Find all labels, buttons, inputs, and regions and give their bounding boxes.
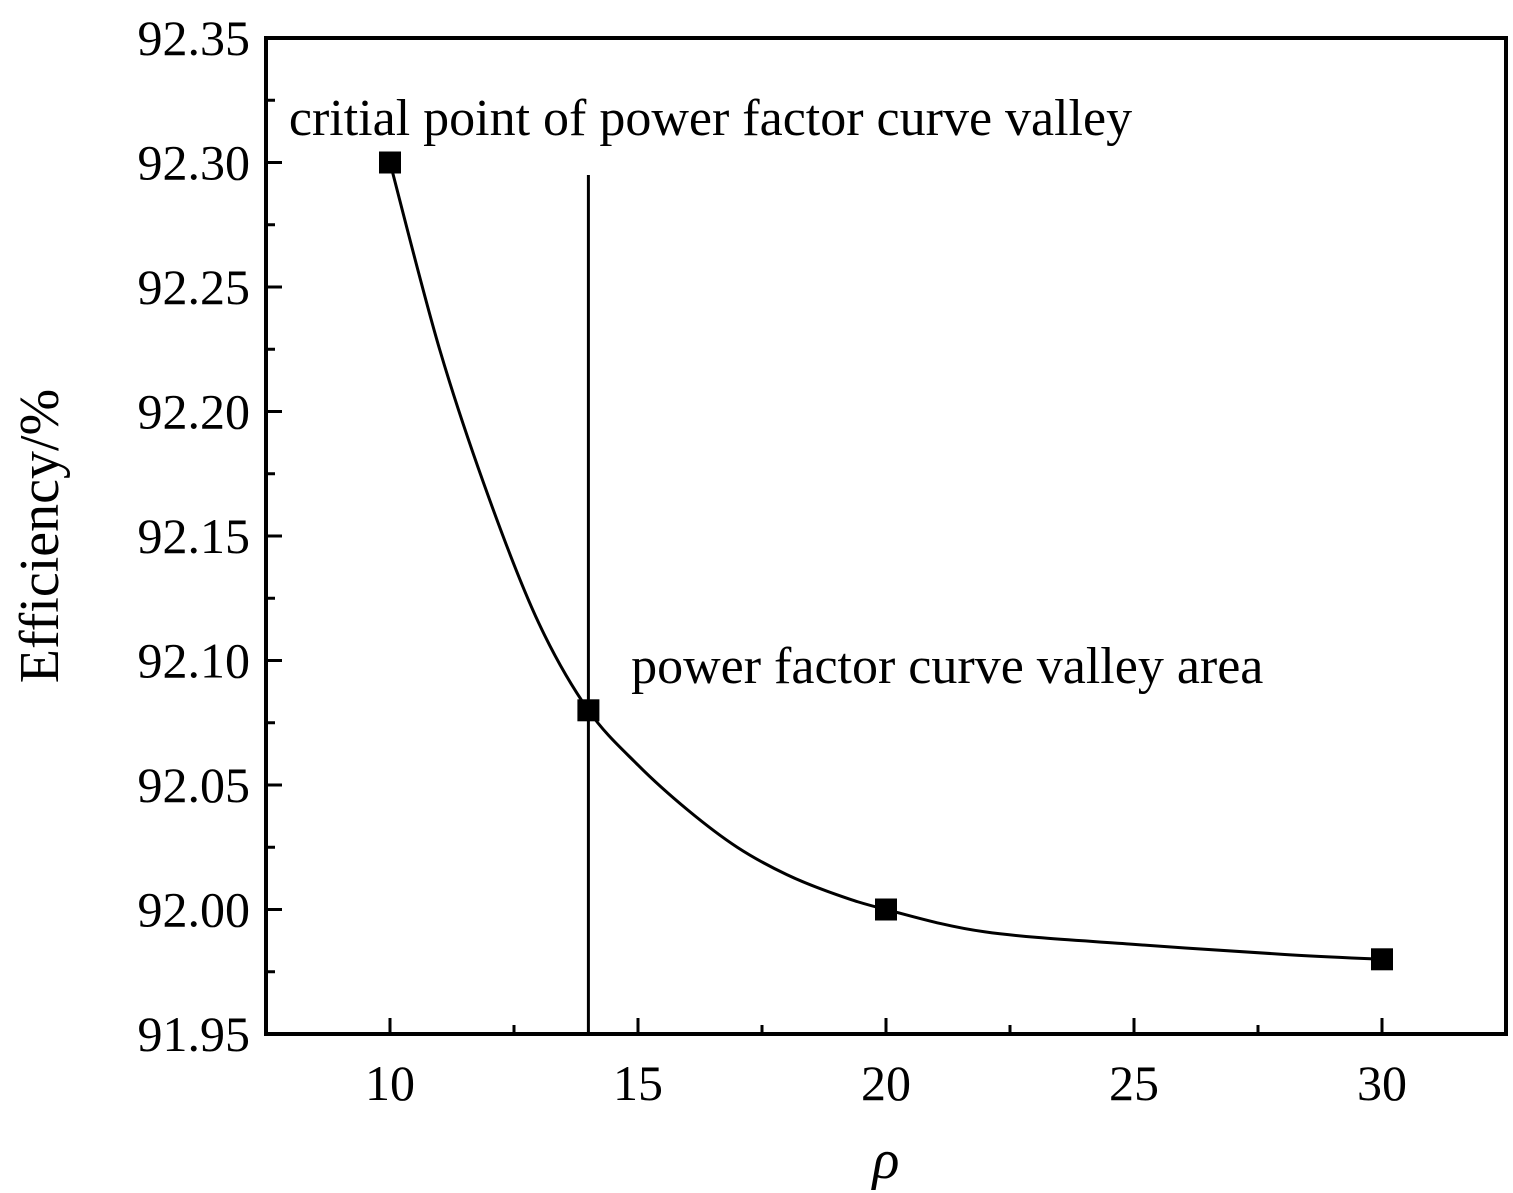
x-tick-label: 15 bbox=[613, 1055, 663, 1111]
efficiency-curve bbox=[388, 162, 1383, 961]
y-tick-label: 91.95 bbox=[138, 1006, 251, 1062]
y-axis-title: Efficiency/% bbox=[9, 389, 71, 683]
y-tick-label: 92.05 bbox=[138, 757, 251, 813]
x-tick-label: 20 bbox=[861, 1055, 911, 1111]
annotations: critial point of power factor curve vall… bbox=[289, 90, 1264, 695]
y-tick-label: 92.20 bbox=[138, 384, 251, 440]
y-tick-label: 92.25 bbox=[138, 259, 251, 315]
plot-frame bbox=[264, 36, 1508, 1036]
x-axis-title: ρ bbox=[871, 1129, 900, 1191]
data-point-marker bbox=[379, 151, 401, 174]
data-point-marker bbox=[1371, 948, 1393, 971]
x-tick-label: 25 bbox=[1109, 1055, 1159, 1111]
y-tick-label: 92.30 bbox=[138, 135, 251, 191]
critical-point-annotation: critial point of power factor curve vall… bbox=[289, 90, 1132, 147]
plot-marks bbox=[379, 151, 1393, 1034]
x-tick-label: 30 bbox=[1357, 1055, 1407, 1111]
x-axis-ticks: 10 15 20 25 30 bbox=[365, 1018, 1407, 1111]
y-tick-label: 92.00 bbox=[138, 882, 251, 938]
valley-area-annotation: power factor curve valley area bbox=[631, 638, 1263, 695]
y-tick-label: 92.35 bbox=[138, 10, 251, 66]
data-point-marker bbox=[577, 699, 600, 722]
data-point-marker bbox=[875, 898, 897, 921]
y-tick-label: 92.10 bbox=[138, 633, 251, 689]
y-axis-ticks: 91.95 92.00 92.05 92.10 92.15 92.20 92.25 92.30… bbox=[138, 10, 282, 1062]
x-tick-label: 10 bbox=[365, 1055, 415, 1111]
y-tick-label: 92.15 bbox=[138, 508, 251, 564]
